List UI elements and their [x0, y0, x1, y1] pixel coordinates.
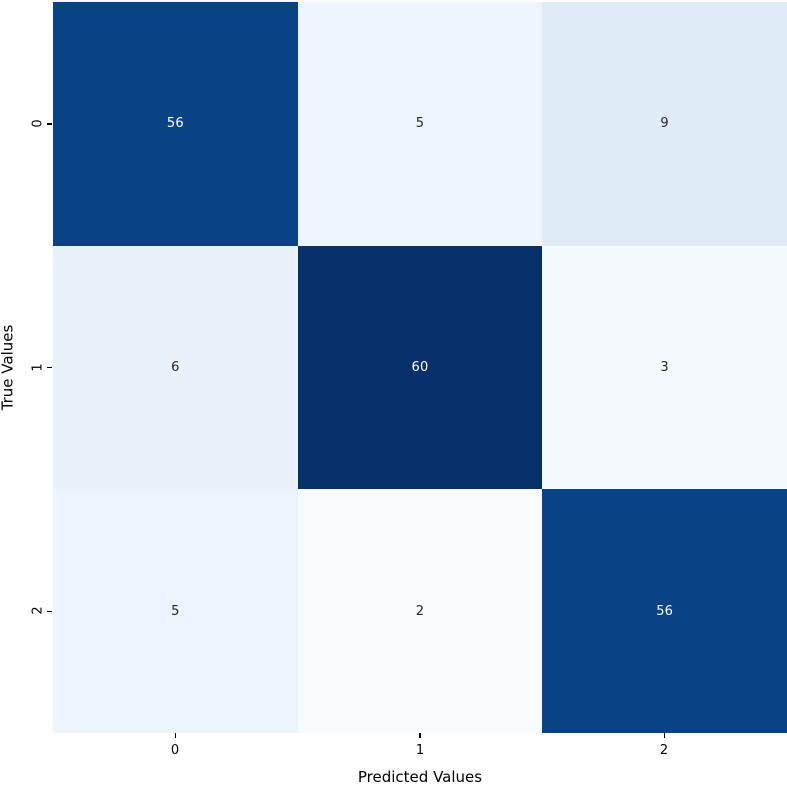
cell-annotation: 56	[166, 116, 184, 132]
x-tick-mark	[174, 733, 176, 738]
y-tick-label: 0	[30, 119, 46, 128]
x-tick-mark	[663, 733, 665, 738]
x-tick-label: 2	[659, 743, 669, 758]
x-tick-mark	[419, 733, 421, 738]
heatmap-cell: 6	[53, 245, 298, 490]
cell-annotation: 56	[656, 603, 674, 619]
y-axis-label: True Values	[0, 324, 17, 411]
x-tick-label: 0	[170, 743, 180, 758]
heatmap-cell: 5	[53, 489, 298, 733]
heatmap-plot: 56 5 9 6 60 3 5 2 56	[53, 2, 787, 733]
heatmap-cell: 5	[297, 2, 543, 246]
cell-annotation: 3	[660, 359, 669, 375]
heatmap-cell: 56	[542, 489, 787, 733]
x-axis-label: Predicted Values	[357, 768, 483, 786]
heatmap-cell: 56	[53, 2, 298, 246]
cell-annotation: 60	[411, 359, 429, 375]
y-tick-mark	[47, 366, 52, 368]
heatmap-cell: 9	[542, 2, 787, 246]
heatmap-cell: 60	[297, 245, 543, 490]
y-tick-mark	[47, 610, 52, 612]
cell-annotation: 6	[171, 359, 180, 375]
cell-annotation: 2	[415, 603, 425, 619]
cell-annotation: 9	[660, 116, 669, 132]
y-tick-label: 1	[30, 363, 46, 372]
y-tick-label: 2	[30, 606, 46, 615]
y-tick-mark	[47, 123, 52, 125]
heatmap-cell: 3	[542, 245, 787, 490]
x-tick-label: 1	[415, 743, 425, 758]
cell-annotation: 5	[171, 603, 180, 619]
cell-annotation: 5	[415, 116, 425, 132]
heatmap-cell: 2	[297, 489, 543, 733]
